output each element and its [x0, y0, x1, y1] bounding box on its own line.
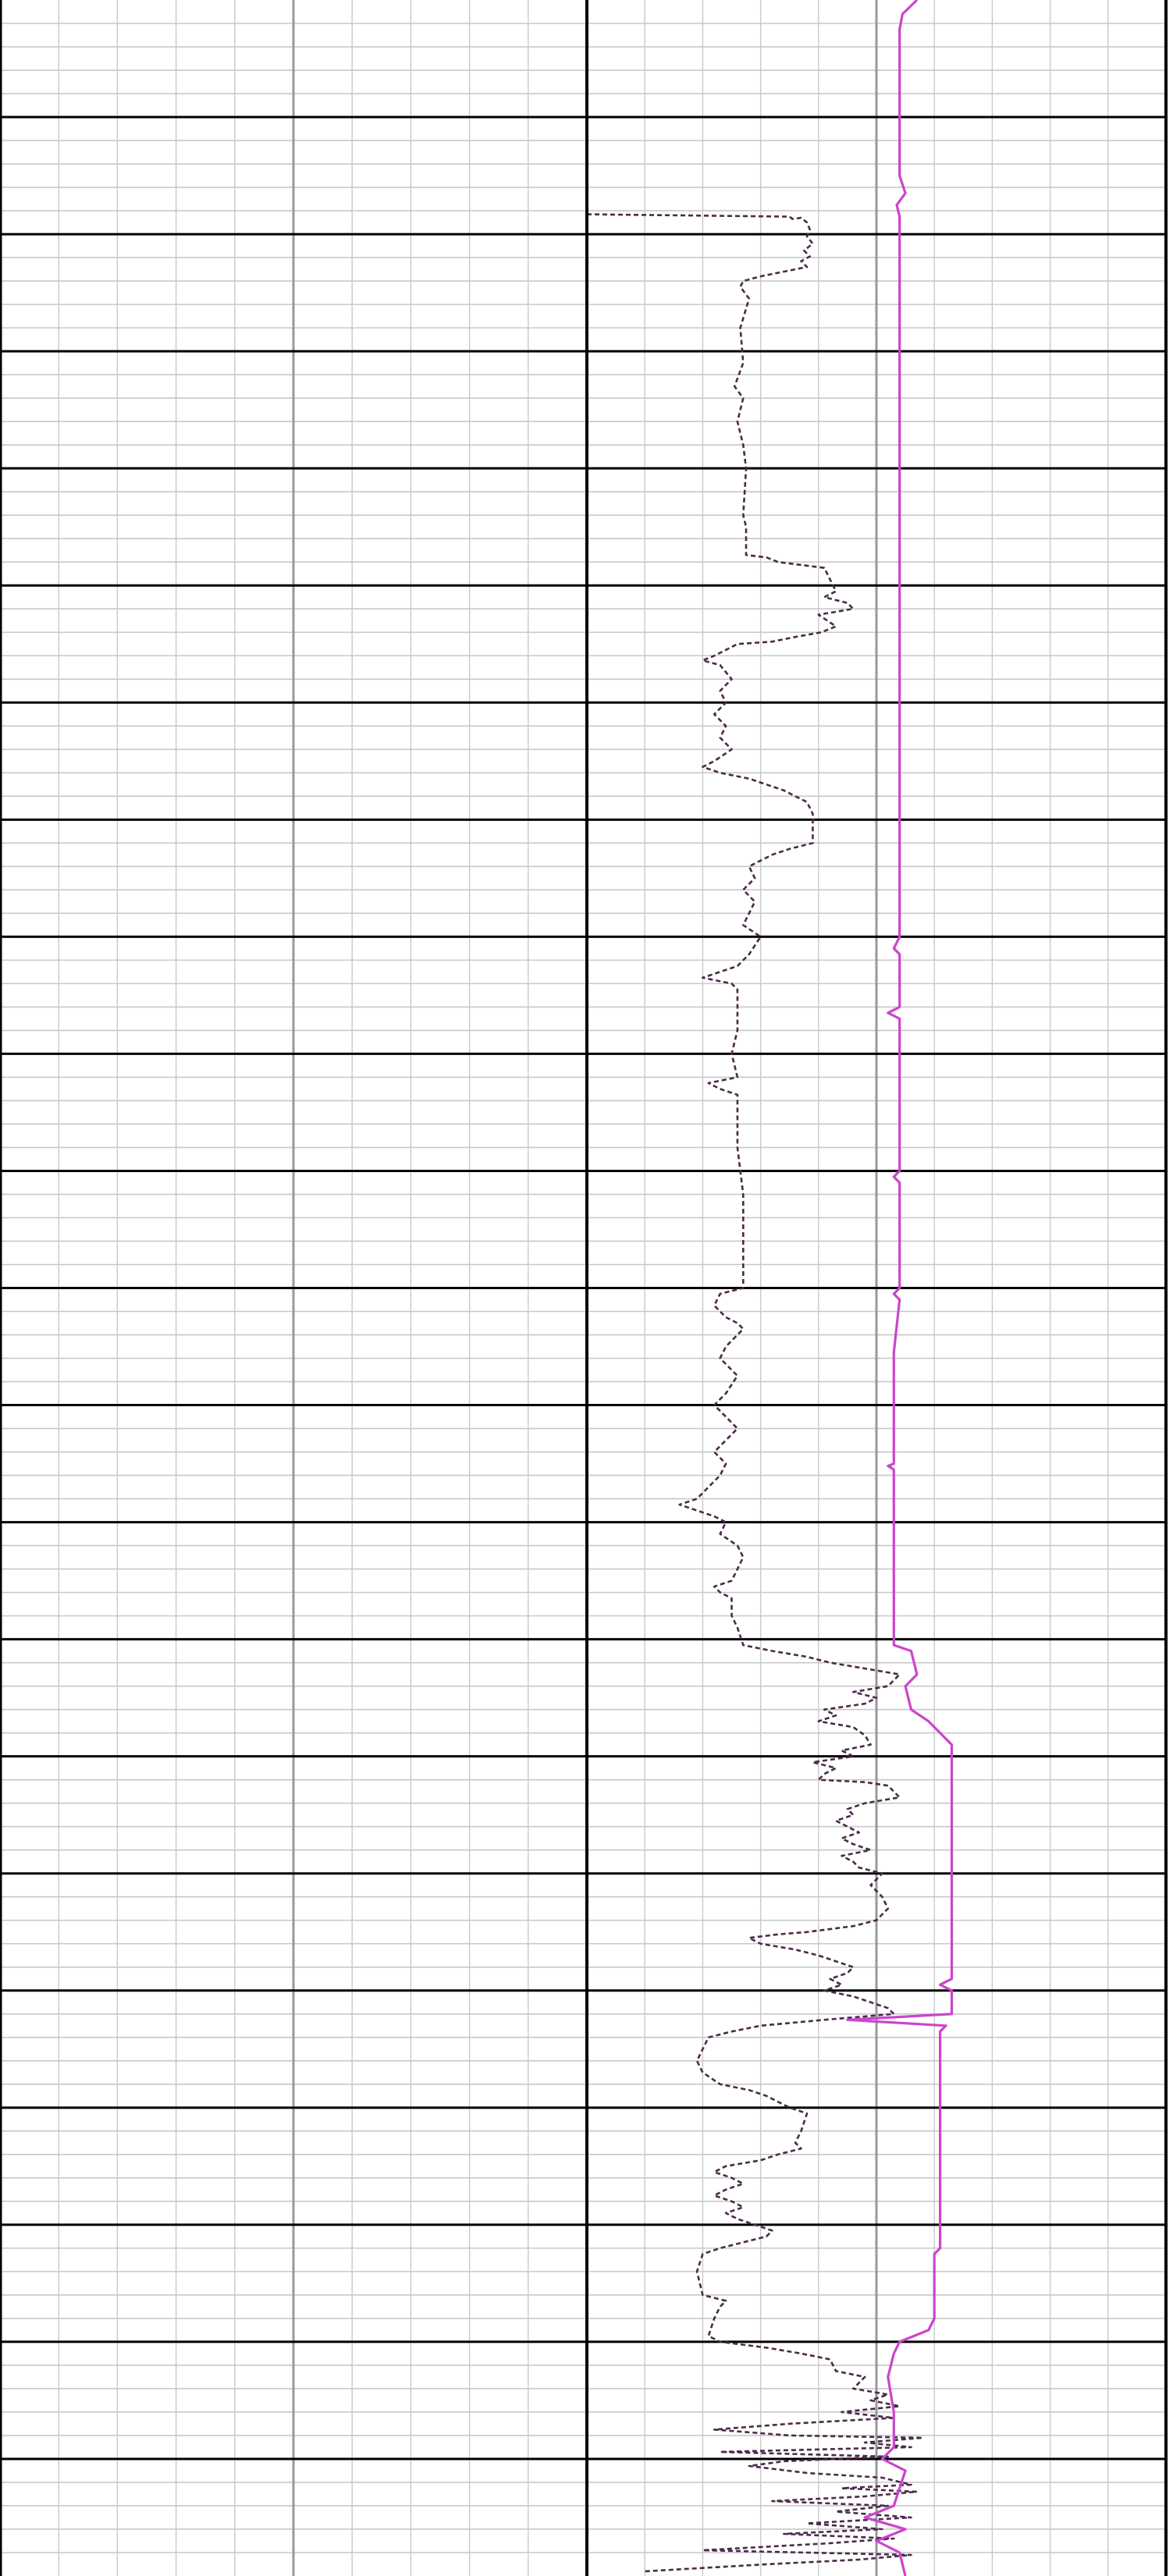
- log-curve-dashed: [586, 213, 924, 2573]
- log-curve-solid: [846, 0, 954, 2576]
- curve-layer: [586, 0, 954, 2576]
